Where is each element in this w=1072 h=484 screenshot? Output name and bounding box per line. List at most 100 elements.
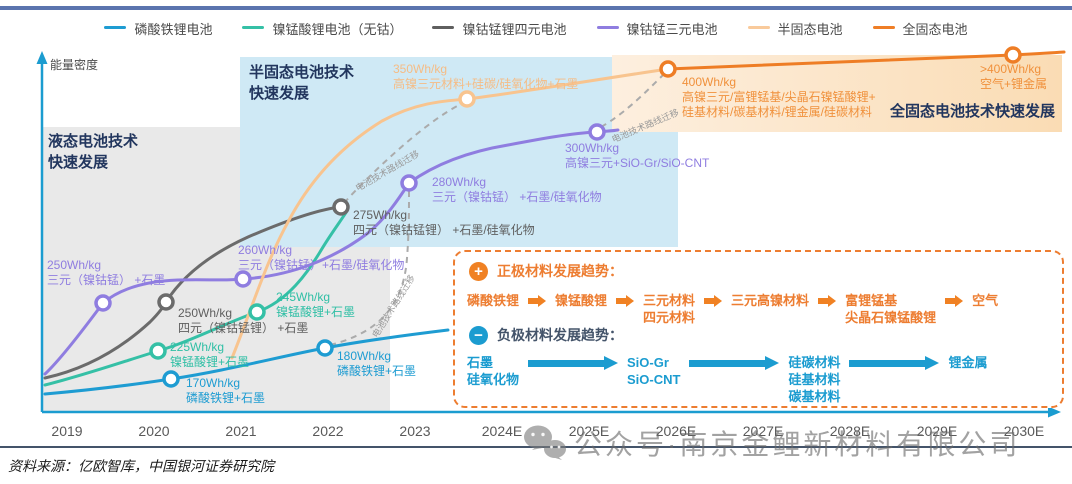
anode-step: SiO-Gr SiO-CNT <box>627 355 681 387</box>
arrow-right-icon <box>945 295 964 307</box>
legend-item-solid: 全固态电池 <box>872 19 968 38</box>
cathode-step: 三元材料 四元材料 <box>643 293 696 325</box>
data-point-marker <box>458 90 476 108</box>
cathode-step: 磷酸铁锂 <box>467 293 520 308</box>
legend-item-ncm: 镍钴锰三元电池 <box>596 19 718 38</box>
watermark-text: 公众号·南京金鲤新材料有限公司 <box>574 429 1021 460</box>
arrow-right-icon <box>528 356 619 370</box>
cathode-step: 富锂锰基 尖晶石镍锰酸锂 <box>845 293 937 325</box>
x-tick: 2020 <box>138 423 170 439</box>
data-point-marker <box>316 339 334 357</box>
annotation-lnmo-225: 225Wh/kg 镍锰酸锂+石墨 <box>170 340 250 369</box>
cathode-step: 镍锰酸锂 <box>555 293 608 308</box>
data-point-marker <box>332 198 350 216</box>
watermark: 公众号·南京金鲤新材料有限公司 <box>522 423 1020 463</box>
annotation-ncm-300: 300Wh/kg 高镍三元+SiO-Gr/SiO-CNT <box>565 141 710 170</box>
legend-swatch <box>242 26 265 29</box>
annotation-semi-350: 350Wh/kg 高镍三元材料+硅碳/硅氧化物+石墨 <box>393 62 579 91</box>
region-semisolid-phase <box>240 57 678 247</box>
data-point-marker <box>94 294 112 312</box>
data-point-markers <box>94 46 1022 388</box>
legend-swatch <box>104 26 127 29</box>
legend-label: 磷酸铁锂电池 <box>134 22 213 37</box>
legend-label: 镍钴锰锂四元电池 <box>462 22 567 37</box>
ncm-curve <box>43 128 620 376</box>
annotation-lfp-180: 180Wh/kg 磷酸铁锂+石墨 <box>337 349 417 378</box>
annotation-ncm-260: 260Wh/kg 三元（镍钴锰）+石墨/硅氧化物 <box>238 243 405 272</box>
migration-line-1 <box>343 103 462 204</box>
legend-label: 镍锰酸锂电池（无钴） <box>272 22 403 37</box>
y-axis-label: 能量密度 <box>50 58 99 72</box>
x-tick: 2021 <box>225 423 257 439</box>
x-tick: 2027E <box>742 423 784 439</box>
legend-item-semisolid: 半固态电池 <box>747 19 843 38</box>
source-note: 资料来源：亿欧智库，中国银河证券研究院 <box>8 460 274 475</box>
legend-label: 全固态电池 <box>902 22 968 37</box>
legend-swatch <box>432 26 455 29</box>
data-point-marker <box>157 293 175 311</box>
data-point-marker <box>162 370 180 388</box>
annotation-solid-400plus: >400Wh/kg 空气+锂金属 <box>980 62 1048 91</box>
cathode-trend-steps: 磷酸铁锂 镍锰酸锂 三元材料 四元材料 三元高镍材料 富锂锰基 尖晶石镍锰酸锂 空气 <box>467 292 998 326</box>
arrow-right-icon <box>689 356 780 370</box>
arrow-right-icon <box>849 356 940 370</box>
arrow-right-icon <box>704 295 723 307</box>
legend-item-quad: 镍钴锰锂四元电池 <box>432 19 567 38</box>
x-tick: 2019 <box>51 423 83 439</box>
data-point-marker <box>659 60 677 78</box>
region-liquid-title: 液态电池技术 快速发展 <box>48 133 139 171</box>
plus-icon: + <box>469 261 488 281</box>
anode-step: 石墨 硅氧化物 <box>467 355 520 387</box>
arrow-right-icon <box>528 295 547 307</box>
wechat-icon <box>524 425 566 460</box>
legend: 磷酸铁锂电池 镍锰酸锂电池（无钴） 镍钴锰锂四元电池 镍钴锰三元电池 半固态电池… <box>0 19 1072 38</box>
cathode-trend-title: 正极材料发展趋势： <box>497 263 623 279</box>
x-tick: 2023 <box>399 423 431 439</box>
anode-trend-title: 负极材料发展趋势： <box>497 327 623 343</box>
annotation-quad-250: 250Wh/kg 四元（镍钴锰锂） +石墨 <box>178 306 309 335</box>
anode-trend-header: − 负极材料发展趋势： <box>469 325 623 345</box>
anode-trend-steps: 石墨 硅氧化物 SiO-Gr SiO-CNT 硅碳材料 硅基材料 碳基材料 锂金属 <box>467 354 988 405</box>
anode-step: 锂金属 <box>948 355 988 370</box>
data-point-marker <box>149 342 167 360</box>
legend-label: 半固态电池 <box>777 22 843 37</box>
x-tick: 2024E <box>481 423 523 439</box>
migration-line-2 <box>329 189 410 346</box>
legend-item-lnmo: 镍锰酸锂电池（无钴） <box>242 19 402 38</box>
cathode-step: 空气 <box>972 293 999 308</box>
region-solid-title: 全固态电池技术快速发展 <box>890 103 1056 120</box>
data-point-marker <box>400 174 418 192</box>
annotation-quad-275: 275Wh/kg 四元（镍钴锰锂） +石墨/硅氧化物 <box>353 208 535 237</box>
x-tick: 2028E <box>829 423 871 439</box>
data-point-marker <box>248 303 266 321</box>
data-point-marker <box>234 270 252 288</box>
annotation-ncm-250: 250Wh/kg 三元（镍钴锰） +石墨 <box>47 258 166 287</box>
legend-swatch <box>872 26 895 29</box>
top-rule <box>0 6 1072 10</box>
legend-label: 镍钴锰三元电池 <box>626 22 718 37</box>
arrow-right-icon <box>818 295 837 307</box>
data-point-marker <box>1004 46 1022 64</box>
x-tick: 2029E <box>916 423 958 439</box>
legend-item-lfp: 磷酸铁锂电池 <box>104 19 212 38</box>
minus-icon: − <box>469 325 488 345</box>
data-point-marker <box>588 123 606 141</box>
x-tick: 2022 <box>312 423 344 439</box>
anode-step: 硅碳材料 硅基材料 碳基材料 <box>788 355 841 404</box>
y-axis-arrow-icon <box>36 51 48 64</box>
legend-swatch <box>596 26 619 29</box>
annotation-lnmo-245: 245Wh/kg 镍锰酸锂+石墨 <box>276 290 356 319</box>
x-tick: 2025E <box>568 423 610 439</box>
x-tick: 2026E <box>655 423 697 439</box>
cathode-trend-header: + 正极材料发展趋势： <box>469 261 623 281</box>
legend-swatch <box>747 26 770 29</box>
lfp-curve <box>43 328 450 396</box>
annotation-lfp-170: 170Wh/kg 磷酸铁锂+石墨 <box>186 376 266 405</box>
x-tick: 2030E <box>1003 423 1045 439</box>
semisolid-curve <box>230 67 670 360</box>
cathode-step: 三元高镍材料 <box>731 293 810 308</box>
x-axis-arrow-icon <box>1048 406 1061 418</box>
annotation-solid-400: 400Wh/kg 高镍三元/富锂锰基/尖晶石镍锰酸锂+ 硅基材料/碳基材料/锂金属/… <box>682 75 876 119</box>
arrow-right-icon <box>616 295 635 307</box>
